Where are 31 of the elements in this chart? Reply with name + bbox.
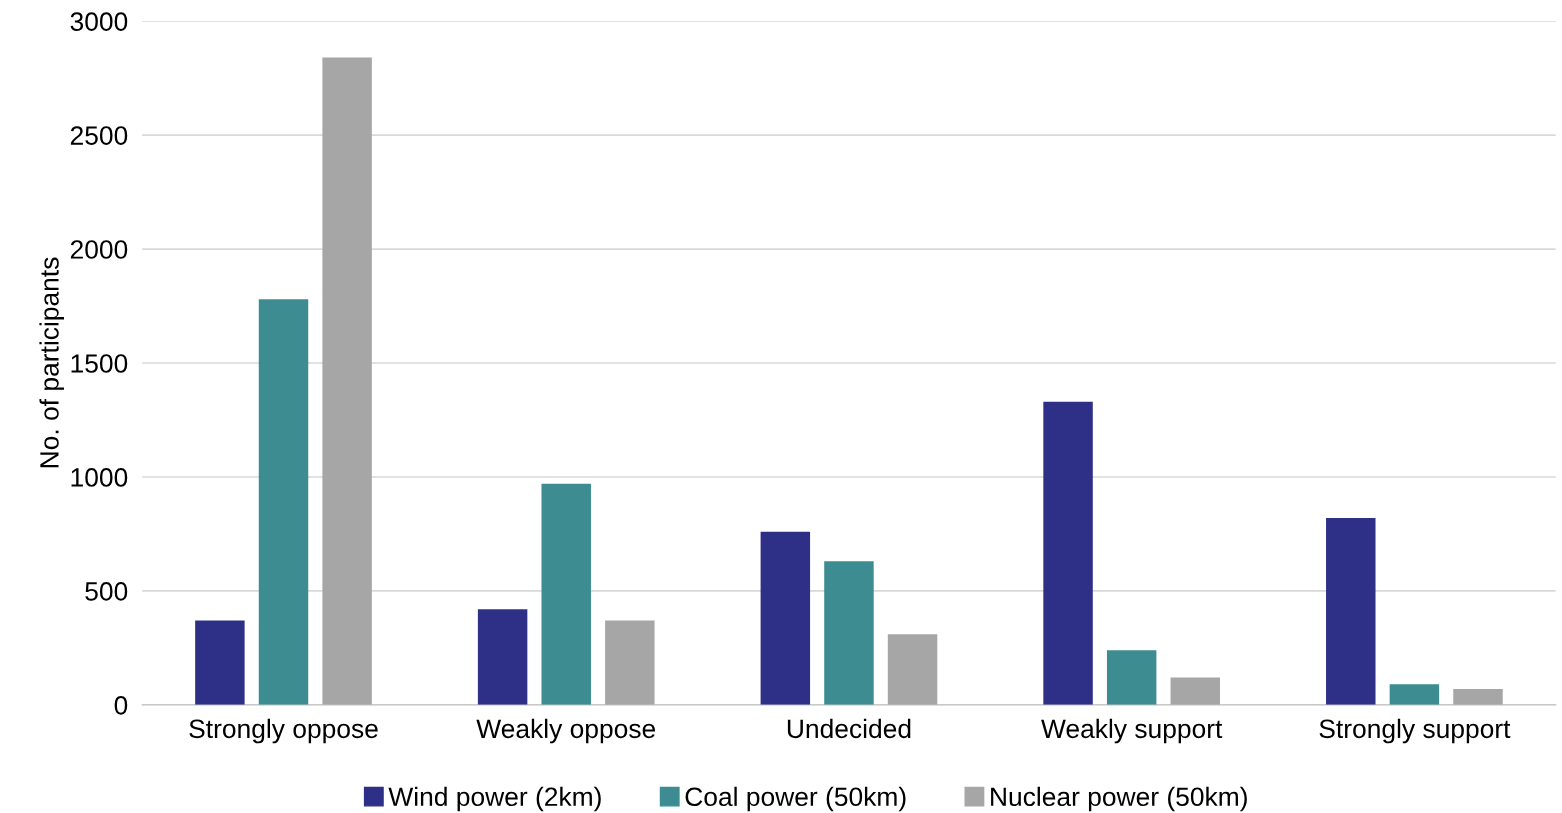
legend-label: Nuclear power (50km): [991, 786, 1247, 812]
bar: [541, 483, 591, 705]
x-tick-label: Strongly support: [1319, 718, 1511, 744]
x-tick-label: Weakly oppose: [476, 718, 656, 744]
y-tick-label: 3000: [70, 12, 128, 31]
bar: [824, 561, 874, 705]
bar: [258, 299, 309, 705]
legend-label: Coal power (50km): [685, 786, 906, 812]
y-tick-label: 500: [85, 582, 128, 601]
bar: [605, 620, 655, 705]
bar: [1326, 517, 1376, 705]
y-tick-label: 1000: [71, 468, 128, 487]
y-tick-label: 2500: [70, 126, 128, 145]
y-axis-title: No. of participants: [39, 257, 64, 468]
bar: [477, 609, 528, 705]
bar: [322, 57, 372, 705]
bar: [1106, 650, 1157, 705]
bar: [195, 620, 245, 705]
y-tick-label: 1500: [71, 354, 128, 373]
bar: [887, 634, 938, 705]
x-tick-label: Strongly oppose: [189, 718, 378, 744]
bar: [760, 531, 811, 705]
legend-label: Wind power (2km): [388, 786, 601, 812]
y-tick-label: 2000: [70, 240, 128, 259]
bar: [1170, 677, 1221, 705]
x-tick-label: Undecided: [787, 718, 911, 739]
bar: [1389, 684, 1440, 705]
bar: [1043, 401, 1093, 705]
bar: [1453, 688, 1503, 705]
y-tick-label: 0: [114, 696, 128, 715]
x-tick-label: Weakly support: [1041, 718, 1223, 744]
